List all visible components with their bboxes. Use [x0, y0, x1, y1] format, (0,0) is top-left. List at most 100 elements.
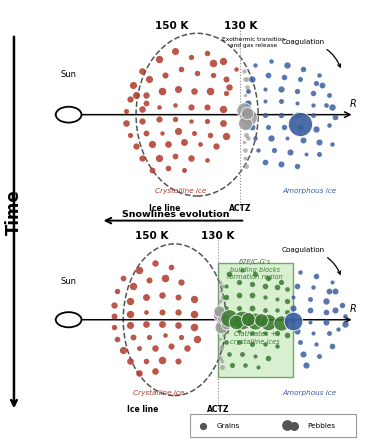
Point: [188, 155, 193, 162]
Point: [284, 135, 290, 142]
Point: [342, 320, 348, 327]
Point: [262, 111, 268, 118]
Point: [258, 320, 264, 327]
Point: [262, 341, 268, 348]
Point: [218, 345, 224, 352]
Point: [239, 350, 245, 357]
Point: [342, 312, 348, 319]
Point: [300, 65, 306, 72]
Point: [271, 322, 277, 329]
Point: [239, 267, 245, 274]
Point: [258, 316, 264, 323]
Point: [335, 325, 341, 333]
Point: [143, 99, 149, 106]
Point: [123, 107, 129, 114]
Point: [175, 358, 181, 365]
Point: [243, 99, 249, 106]
Point: [310, 101, 316, 108]
Point: [223, 339, 229, 346]
Point: [323, 297, 329, 304]
Text: Ice line: Ice line: [127, 405, 158, 414]
Point: [297, 123, 303, 130]
Point: [294, 163, 300, 170]
Point: [271, 147, 277, 154]
Point: [194, 335, 200, 342]
Point: [120, 347, 126, 354]
Point: [241, 139, 247, 146]
Point: [310, 111, 316, 118]
Text: Snowlines evolution: Snowlines evolution: [123, 209, 230, 219]
Point: [241, 107, 247, 114]
Point: [153, 259, 158, 266]
Point: [246, 113, 251, 120]
Point: [313, 341, 319, 348]
Point: [316, 352, 322, 359]
Point: [307, 295, 312, 303]
Point: [245, 135, 251, 142]
Point: [220, 105, 226, 112]
Point: [294, 282, 300, 289]
Point: [217, 278, 223, 285]
Point: [249, 280, 255, 287]
Point: [313, 273, 319, 280]
Point: [249, 292, 255, 299]
Point: [204, 117, 210, 124]
Point: [146, 277, 152, 284]
Point: [246, 87, 251, 94]
Text: 150 K: 150 K: [155, 21, 188, 31]
Point: [219, 282, 225, 289]
Point: [120, 274, 126, 281]
Text: 150 K: 150 K: [135, 231, 169, 241]
Point: [207, 87, 213, 94]
Point: [297, 269, 303, 276]
Point: [178, 278, 184, 285]
Point: [262, 307, 268, 314]
Point: [127, 322, 132, 329]
Point: [291, 305, 296, 312]
Point: [197, 141, 203, 148]
Point: [268, 135, 274, 142]
Point: [252, 317, 258, 324]
Point: [169, 343, 174, 350]
Point: [262, 159, 268, 166]
Point: [219, 358, 225, 365]
Text: Amorphous ice: Amorphous ice: [283, 188, 337, 194]
Point: [220, 305, 226, 312]
Point: [236, 278, 242, 285]
Point: [284, 422, 290, 429]
Point: [329, 103, 335, 110]
Point: [153, 345, 158, 352]
Point: [316, 139, 322, 146]
Point: [332, 288, 338, 295]
Point: [307, 318, 312, 325]
Text: Clathrates +
crystalline ices: Clathrates + crystalline ices: [230, 331, 280, 345]
Point: [249, 341, 255, 348]
Text: R: R: [349, 99, 356, 108]
Point: [294, 99, 300, 106]
Point: [223, 293, 229, 300]
Point: [207, 131, 213, 138]
Point: [242, 119, 248, 126]
Point: [217, 297, 223, 304]
Point: [274, 329, 280, 336]
Point: [244, 75, 250, 82]
Point: [284, 297, 290, 304]
Text: 130 K: 130 K: [201, 231, 235, 241]
Point: [218, 324, 224, 331]
Point: [159, 292, 165, 299]
Point: [222, 318, 227, 325]
Point: [133, 143, 139, 150]
Point: [291, 317, 296, 324]
Point: [139, 155, 145, 162]
Point: [143, 358, 149, 365]
Point: [162, 331, 168, 338]
Point: [281, 73, 287, 80]
Point: [329, 141, 335, 148]
Point: [278, 97, 284, 104]
Point: [291, 422, 297, 430]
Point: [210, 60, 216, 67]
Point: [246, 111, 251, 118]
Point: [339, 301, 345, 308]
Point: [287, 149, 293, 156]
Text: Pebbles: Pebbles: [307, 422, 335, 429]
